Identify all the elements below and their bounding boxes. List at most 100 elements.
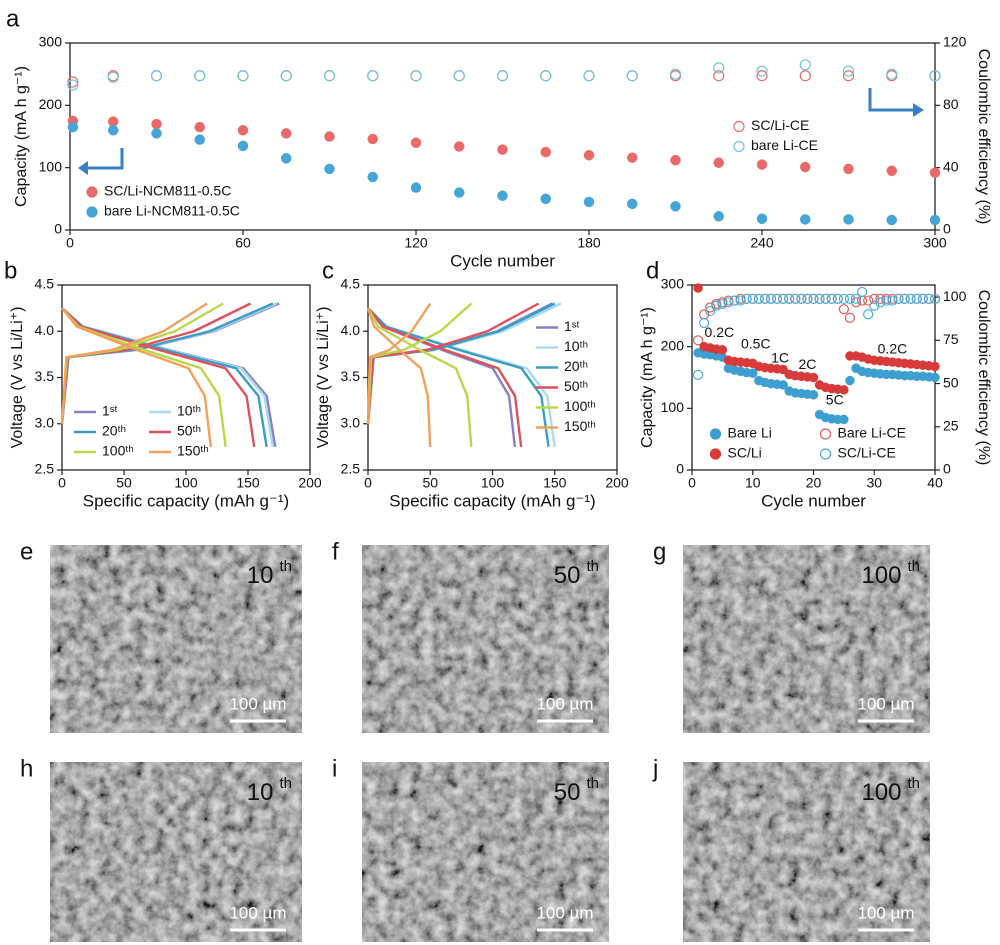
data-point (723, 297, 734, 308)
data-point (839, 414, 849, 425)
data-point (917, 293, 928, 304)
sem-texture (50, 762, 302, 942)
data-point (713, 211, 724, 222)
arrow-head (913, 103, 924, 117)
panel-letter: a (6, 5, 20, 32)
annotation: 0.2C (878, 340, 908, 356)
arrow-head (78, 161, 88, 175)
y2-tick-label: 80 (943, 96, 959, 112)
x-axis-label: Cycle number (761, 491, 866, 510)
legend-marker (733, 120, 745, 133)
data-point (735, 295, 746, 306)
panel-letter: h (20, 755, 33, 782)
scale-label: 100 µm (229, 903, 286, 922)
scale-label: 100 µm (229, 694, 286, 713)
data-point (748, 368, 758, 378)
data-point (850, 297, 862, 308)
x-tick-label: 0 (66, 235, 74, 251)
data-point (808, 293, 819, 304)
legend-label: 10ᵗʰ (564, 338, 588, 354)
data-point (923, 293, 935, 304)
y-tick-label: 3.5 (35, 368, 55, 384)
x-tick-label: 0 (688, 475, 696, 491)
data-point (875, 297, 886, 308)
data-point (151, 118, 162, 130)
scale-label: 100 µm (536, 694, 593, 713)
annotation: 1C (771, 350, 789, 366)
curve (60, 302, 227, 448)
cycle-suffix: th (279, 775, 292, 792)
data-point (756, 70, 768, 82)
panel-letter: f (332, 538, 339, 565)
x-tick-label: 120 (404, 235, 428, 251)
data-point (929, 70, 941, 82)
cycle-number: 10 (247, 562, 274, 589)
data-point (670, 154, 681, 166)
legend-label: 1ˢᵗ (564, 318, 580, 334)
legend-marker (709, 428, 722, 440)
data-point (838, 304, 849, 315)
data-point (759, 293, 771, 304)
data-point (832, 293, 843, 304)
cycle-label: 100 th (861, 558, 920, 589)
y-tick-label: 200 (661, 337, 685, 353)
y-tick-label: 4.5 (35, 276, 55, 292)
y-tick-label: 0 (54, 221, 62, 237)
data-point (237, 125, 249, 136)
cycle-label: 100 th (861, 775, 920, 806)
x-tick-label: 300 (923, 235, 947, 251)
data-point (886, 68, 898, 80)
data-point (843, 214, 854, 225)
data-point (778, 380, 788, 390)
y-tick-label: 3.0 (341, 414, 361, 430)
data-point (799, 59, 811, 71)
data-point (693, 283, 703, 293)
data-point (410, 137, 422, 148)
x-tick-label: 100 (481, 475, 505, 491)
data-point (497, 190, 508, 201)
data-point (583, 149, 595, 161)
data-point (626, 70, 638, 82)
data-point (540, 146, 551, 158)
data-point (741, 293, 752, 304)
data-point (899, 293, 910, 304)
data-point (911, 293, 922, 304)
y-tick-label: 4.0 (341, 322, 361, 338)
data-point (800, 161, 811, 173)
cycle-suffix: th (907, 558, 920, 575)
panel-letter: i (332, 755, 337, 782)
data-point (863, 309, 874, 320)
data-point (281, 128, 292, 139)
cycle-suffix: th (586, 775, 599, 792)
data-point (838, 293, 849, 304)
y2-tick-label: 40 (943, 158, 959, 174)
y2-tick-label: 50 (943, 374, 959, 390)
data-point (808, 390, 819, 400)
y-tick-label: 2.5 (341, 461, 361, 477)
data-point (692, 335, 704, 346)
data-point (713, 157, 724, 168)
data-point (627, 152, 638, 163)
x-axis-label: Cycle number (450, 251, 555, 270)
data-point (713, 62, 725, 74)
data-point (324, 163, 335, 175)
legend-label: Bare Li-CE (838, 425, 906, 441)
data-point (717, 298, 728, 310)
cycle-number: 50 (554, 779, 581, 806)
x-axis-label: Specific capacity (mAh g⁻¹) (83, 491, 289, 510)
data-point (281, 153, 292, 164)
data-point (729, 295, 740, 306)
y-tick-label: 4.0 (35, 322, 55, 338)
cycle-suffix: th (279, 558, 292, 575)
y-tick-label: 300 (39, 34, 63, 50)
data-point (842, 70, 855, 82)
data-point (863, 295, 874, 306)
arrow (86, 148, 124, 170)
data-point (771, 293, 783, 304)
y-tick-label: 300 (661, 276, 685, 292)
legend-label: bare Li-CE (751, 137, 818, 153)
data-point (67, 79, 79, 91)
legend-label: 10ᵗʰ (177, 403, 201, 419)
data-point (194, 70, 206, 82)
